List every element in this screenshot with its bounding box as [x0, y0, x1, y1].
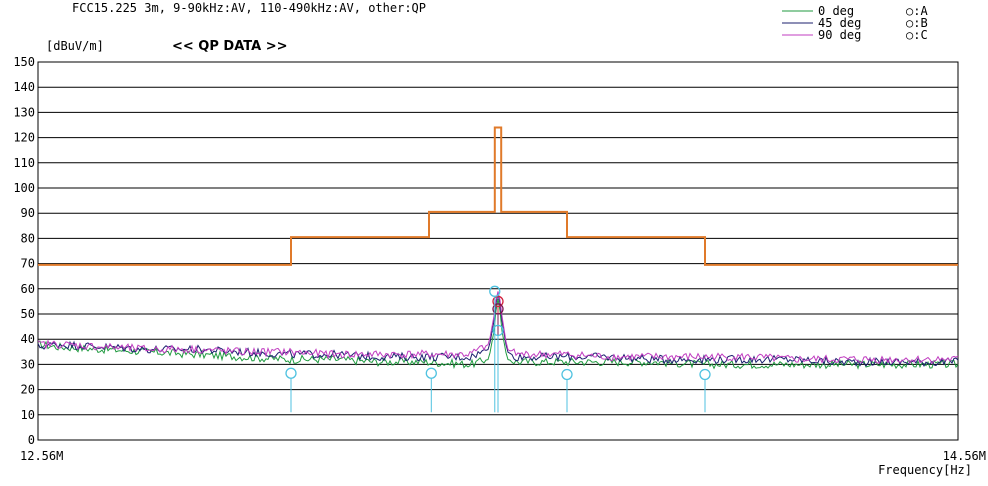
- marker-layer: [285, 285, 711, 413]
- legend-label-90-deg: 90 deg: [818, 28, 861, 42]
- y-tick-label: 70: [21, 257, 35, 271]
- marker-point: [492, 324, 504, 337]
- y-tick-label: 80: [21, 231, 35, 245]
- x-tick-label-start: 12.56M: [20, 449, 63, 463]
- legend-label-45-deg: 45 deg: [818, 16, 861, 30]
- y-tick-label: 110: [13, 156, 35, 170]
- plot-frame: [37, 61, 959, 441]
- chart-title: << QP DATA >>: [172, 39, 288, 54]
- marker-point: [489, 285, 501, 297]
- y-tick-label: 150: [13, 55, 35, 69]
- x-tick-label-end: 14.56M: [943, 449, 986, 463]
- marker-point: [492, 295, 504, 308]
- series-line: [37, 291, 959, 365]
- marker-point: [285, 367, 297, 379]
- y-tick-label: 140: [13, 80, 35, 94]
- series-line: [37, 293, 959, 367]
- y-axis-label: [dBuV/m]: [46, 39, 104, 53]
- series-layer: [37, 291, 959, 370]
- y-tick-label: 40: [21, 332, 35, 346]
- marker-point: [561, 368, 573, 381]
- y-tick-label: 10: [21, 408, 35, 422]
- marker-point: [425, 367, 437, 379]
- legend: 0 deg 45 deg 90 deg ○:A ○:B ○:C: [782, 4, 928, 42]
- y-tick-label: 120: [13, 131, 35, 145]
- y-tick-label: 0: [28, 433, 35, 447]
- y-tick-labels: 0 10 20 30 40 50 60 70 80 90 100 110 120 130 140 150: [13, 55, 35, 447]
- y-tick-label: 90: [21, 206, 35, 220]
- y-tick-label: 130: [13, 105, 35, 119]
- legend-label-0-deg: 0 deg: [818, 4, 854, 18]
- legend-marker-b: ○:B: [906, 16, 928, 30]
- marker-point: [492, 303, 504, 315]
- limit-line: [38, 126, 958, 266]
- y-tick-label: 20: [21, 383, 35, 397]
- y-tick-label: 60: [21, 282, 35, 296]
- series-line: [38, 298, 959, 370]
- y-tick-label: 100: [13, 181, 35, 195]
- chart-subtitle: FCC15.225 3m, 9-90kHz:AV, 110-490kHz:AV,…: [72, 1, 426, 15]
- y-tick-label: 50: [21, 307, 35, 321]
- x-axis-label: Frequency[Hz]: [878, 463, 972, 477]
- limit-line-layer: [38, 126, 958, 266]
- y-tick-label: 30: [21, 357, 35, 371]
- legend-marker-a: ○:A: [906, 4, 928, 18]
- marker-point: [699, 368, 711, 381]
- legend-marker-c: ○:C: [906, 28, 928, 42]
